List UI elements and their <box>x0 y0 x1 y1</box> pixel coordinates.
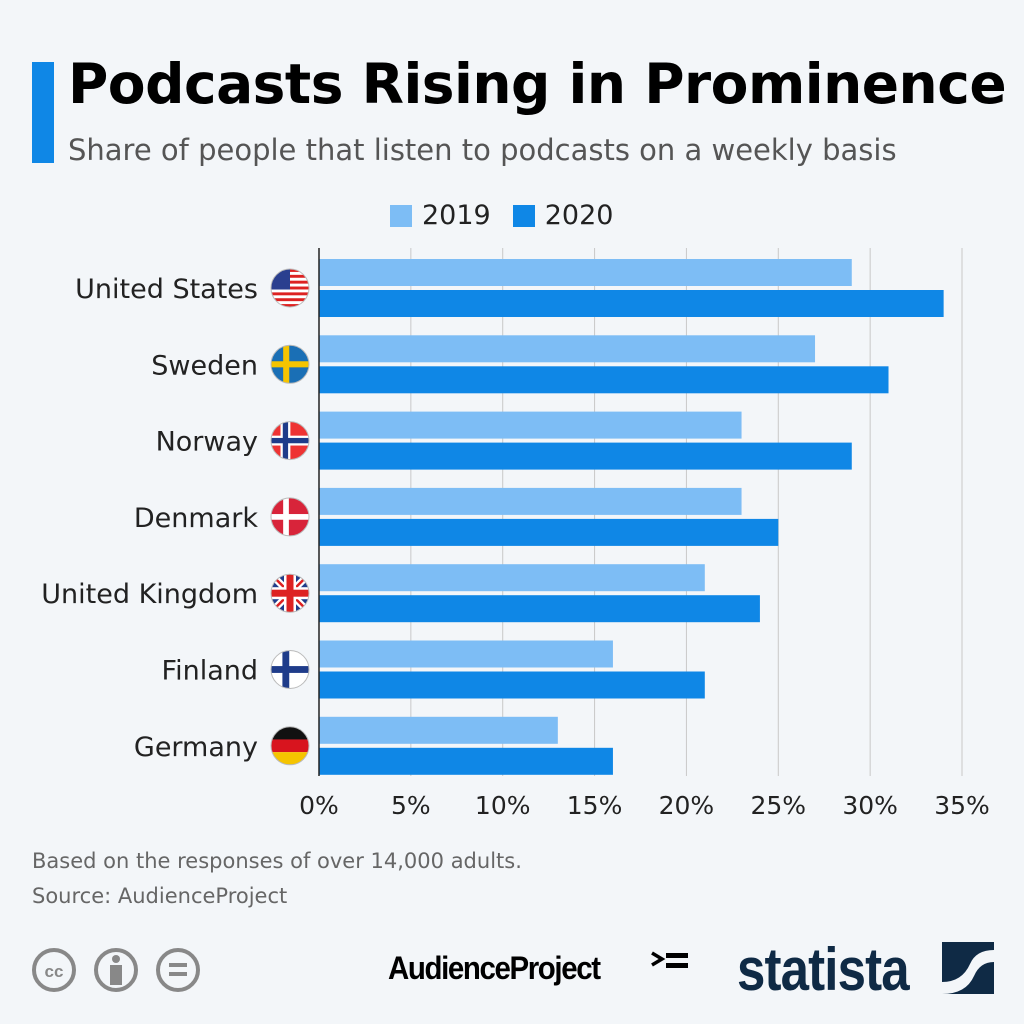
x-tick-label: 10% <box>475 791 531 820</box>
x-tick-label: 35% <box>934 791 990 820</box>
statista-logo-text: statista <box>737 936 910 1003</box>
category-label: Denmark <box>134 503 258 534</box>
x-tick-label: 20% <box>659 791 715 820</box>
bar-2019-united-kingdom <box>319 564 705 592</box>
flag-border <box>270 421 310 461</box>
germany-flag-icon <box>271 726 309 765</box>
bar-2020-sweden <box>319 366 889 394</box>
bar-2019-finland <box>319 640 613 668</box>
category-label: Germany <box>134 732 258 763</box>
chart-note: Based on the responses of over 14,000 ad… <box>32 849 522 873</box>
bar-chart: 0% 5% 10% 15% 20% 25% 30% 35% United States Swede… <box>41 248 990 820</box>
statista-mark-icon <box>942 942 994 994</box>
audienceproject-logo-text: AudienceProject <box>388 950 601 986</box>
uk-flag-icon <box>271 574 309 613</box>
bar-2020-norway <box>319 442 852 470</box>
bar-2019-united-states <box>319 259 852 286</box>
title-accent-bar <box>32 62 54 163</box>
legend-label: 2019 <box>422 200 491 231</box>
x-tick-label: 30% <box>842 791 898 820</box>
attribution-icon <box>94 948 138 992</box>
cc-icon: cc <box>32 948 76 992</box>
denmark-flag-icon <box>271 497 309 536</box>
x-tick-label: 25% <box>750 791 806 820</box>
legend-swatch <box>390 204 412 227</box>
category-label: Norway <box>156 427 258 458</box>
us-flag-icon <box>271 269 309 307</box>
x-tick-label: 5% <box>391 791 431 820</box>
chart-source: Source: AudienceProject <box>32 884 288 908</box>
page-title: Podcasts Rising in Prominence <box>68 52 1007 116</box>
legend-item-2019: 2019 <box>390 200 491 231</box>
legend-label: 2020 <box>544 200 614 231</box>
flag-border <box>270 573 310 613</box>
category-label: United States <box>75 274 258 305</box>
bar-2020-united-states <box>319 290 944 317</box>
category-label: United Kingdom <box>41 579 258 610</box>
bar-2020-united-kingdom <box>319 595 760 623</box>
audienceproject-mark-icon <box>651 951 688 968</box>
bar-2019-germany <box>319 716 558 744</box>
flag-border <box>270 726 310 766</box>
legend-swatch <box>512 204 535 227</box>
bar-2020-germany <box>319 747 613 775</box>
page-subtitle: Share of people that listen to podcasts … <box>68 133 897 167</box>
bar-2019-norway <box>319 411 742 439</box>
category-label: Sweden <box>151 350 258 381</box>
bar-2019-denmark <box>319 487 742 515</box>
category-label: Finland <box>162 656 258 687</box>
x-tick-label: 0% <box>299 791 339 820</box>
legend: 2019 2020 <box>390 200 613 231</box>
sweden-flag-icon <box>271 345 309 384</box>
audienceproject-logo: AudienceProject <box>388 950 601 987</box>
x-tick-label: 15% <box>567 791 623 820</box>
no-derivatives-icon <box>156 948 200 992</box>
creative-commons-icons: cc <box>32 948 200 992</box>
bar-2020-denmark <box>319 518 779 546</box>
bar-2019-sweden <box>319 335 816 363</box>
norway-flag-icon <box>271 421 309 460</box>
legend-item-2020: 2020 <box>512 200 614 231</box>
svg-text:cc: cc <box>45 962 64 981</box>
flag-border <box>270 650 310 689</box>
finland-flag-icon <box>271 650 309 689</box>
statista-logo: statista <box>737 935 910 1004</box>
flag-border <box>270 344 310 384</box>
bar-2020-finland <box>319 671 705 699</box>
flag-border <box>270 497 310 537</box>
flag-border <box>270 268 310 308</box>
